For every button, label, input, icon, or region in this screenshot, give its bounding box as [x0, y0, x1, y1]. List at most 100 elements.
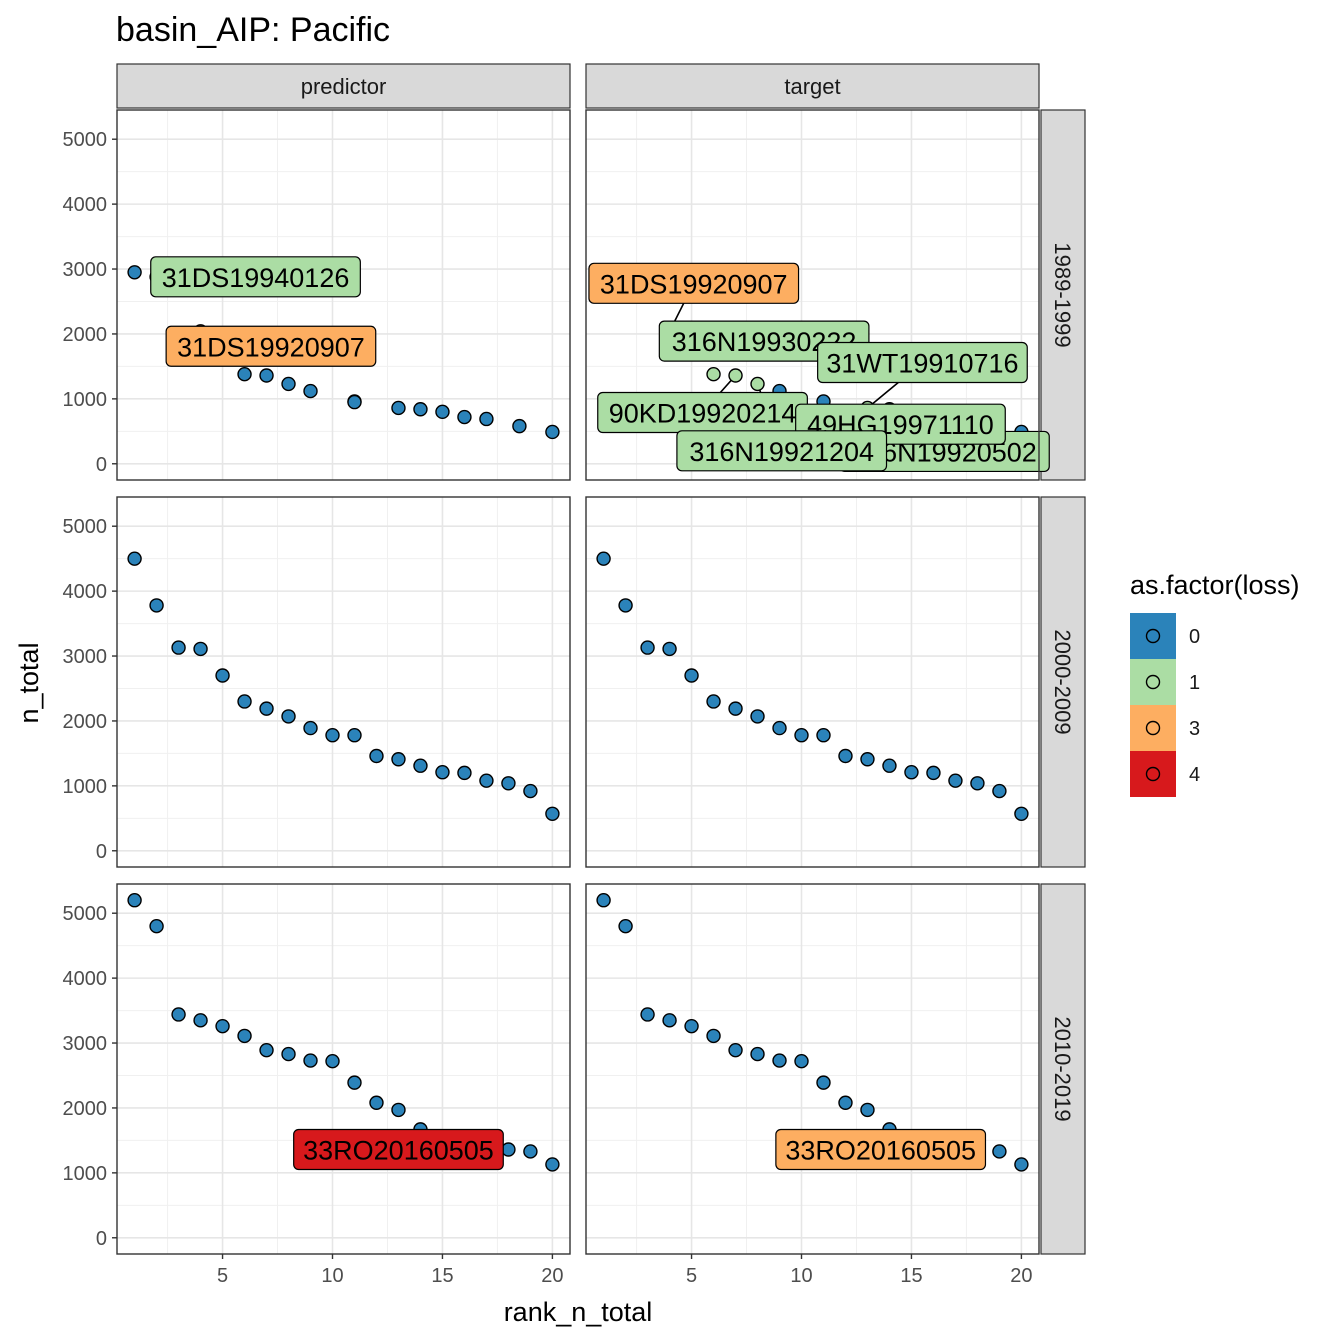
data-label-text: 33RO20160505 [303, 1135, 494, 1165]
data-point [706, 694, 721, 709]
data-point [772, 1053, 787, 1068]
data-point [281, 376, 296, 392]
data-label-box [588, 262, 800, 304]
data-point [794, 728, 809, 743]
data-point [523, 1144, 538, 1159]
panel-predictor-1989-1999: 31DS19940126 31DS19920907 0 1000 2000 3000 400… [63, 109, 571, 481]
data-point [1014, 1157, 1029, 1172]
data-point [237, 366, 252, 382]
data-point [171, 640, 186, 655]
y-tick-label: 5000 [63, 129, 108, 151]
data-label-box [165, 325, 377, 367]
data-point [479, 773, 494, 788]
data-point [706, 366, 721, 382]
y-tick-label: 5000 [63, 903, 108, 925]
data-point [127, 265, 142, 280]
data-point [149, 918, 164, 934]
data-point [750, 709, 765, 724]
panel-background [117, 884, 570, 1254]
data-point [391, 1102, 406, 1118]
data-point [259, 368, 274, 383]
data-point [281, 1046, 296, 1062]
y-tick-label: 5000 [63, 516, 108, 538]
data-point [794, 1054, 809, 1069]
data-label-text: 90KD19920214 [609, 398, 797, 428]
x-tick-label: 10 [790, 1265, 812, 1287]
panel-border [585, 109, 1040, 481]
data-point [127, 551, 142, 566]
data-point [259, 701, 274, 716]
data-point [501, 1142, 516, 1157]
x-axis-title: rank_n_total [504, 1297, 653, 1327]
x-tick-label: 5 [686, 1265, 697, 1287]
data-point [596, 551, 611, 566]
data-point [171, 1007, 186, 1022]
data-point [706, 1028, 721, 1044]
data-point [882, 758, 897, 773]
row-strip-1989-1999 [1040, 109, 1086, 481]
data-label-text: 31DS19920907 [600, 269, 788, 299]
row-strip-label: 1989-1999 [1050, 242, 1075, 347]
y-tick-label: 4000 [63, 581, 108, 603]
data-label: 31DS19920907 [165, 325, 377, 367]
panel-border [585, 496, 1040, 868]
data-point [838, 748, 853, 764]
data-label: 316N19921204 [676, 430, 888, 472]
data-label-text: 31DS19920907 [177, 332, 365, 362]
data-point [750, 376, 765, 392]
data-point [303, 383, 318, 399]
data-point [413, 758, 428, 773]
legend-point [1145, 628, 1161, 644]
data-point [479, 411, 494, 427]
legend: as.factor(loss) 0 1 3 4 [1130, 570, 1300, 797]
data-label-box [817, 341, 1028, 384]
y-tick-label: 0 [96, 1228, 107, 1250]
data-point [640, 640, 655, 655]
facet-strip-target [585, 63, 1040, 109]
data-point [992, 1144, 1007, 1159]
facet-strip-label: target [784, 74, 840, 99]
data-point [860, 1102, 875, 1118]
data-point [545, 1157, 560, 1172]
data-label: 31DS19920907 [588, 262, 800, 304]
y-tick-label: 0 [96, 841, 107, 863]
data-point [501, 776, 516, 791]
panel-target-1989-1999: 316N19920502316N1993022231DS1992090731WT… [585, 109, 1050, 481]
data-point [391, 752, 406, 767]
data-point [772, 720, 787, 736]
x-tick-label: 10 [321, 1265, 343, 1287]
data-point [860, 752, 875, 767]
y-tick-label: 2000 [63, 324, 108, 346]
data-point [728, 701, 743, 716]
data-point [618, 918, 633, 934]
data-point [347, 394, 362, 410]
legend-point [1145, 720, 1161, 736]
data-point [948, 773, 963, 788]
data-point [640, 1007, 655, 1022]
data-point [369, 748, 384, 764]
data-point [435, 404, 450, 420]
y-tick-label: 4000 [63, 968, 108, 990]
data-label: 33RO20160505 [775, 1128, 987, 1171]
data-point [662, 641, 677, 657]
data-point [237, 1028, 252, 1044]
data-point [435, 765, 450, 780]
row-strip-2000-2009 [1040, 496, 1086, 868]
panel-background [117, 497, 570, 867]
x-tick-label: 20 [1010, 1265, 1032, 1287]
legend-label: 0 [1189, 626, 1200, 648]
data-point [369, 1095, 384, 1110]
data-point [838, 1095, 853, 1110]
data-label: 31WT19910716 [817, 341, 1028, 384]
y-tick-label: 2000 [63, 711, 108, 733]
data-point [457, 765, 472, 781]
data-label-box [293, 1128, 504, 1171]
x-tick-label: 15 [431, 1265, 453, 1287]
legend-label: 4 [1189, 764, 1200, 786]
data-point [684, 668, 699, 683]
data-point [149, 598, 164, 613]
data-point [215, 1018, 230, 1034]
facet-strip-label: predictor [301, 74, 387, 99]
data-point [281, 709, 296, 724]
legend-key-0: 0 [1130, 613, 1200, 659]
